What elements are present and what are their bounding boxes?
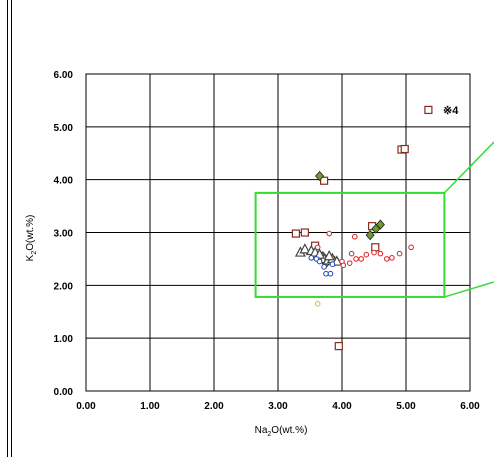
data-point-circle xyxy=(408,244,414,251)
data-point-circle xyxy=(358,256,365,262)
x-tick-label: 5.00 xyxy=(396,401,416,412)
data-point-circle xyxy=(314,244,321,251)
grid-lines xyxy=(86,74,470,391)
y-axis-title: K2O(wt.%) xyxy=(25,215,38,262)
data-point-circle xyxy=(323,270,329,277)
x-tick-label: 1.00 xyxy=(140,401,160,412)
y-tick-label: 1.00 xyxy=(54,334,74,345)
data-point-diamond xyxy=(365,230,375,241)
data-point-circle xyxy=(371,249,377,256)
data-point-circle xyxy=(329,261,336,268)
left-frame-line-outer xyxy=(7,0,8,457)
data-point-circle xyxy=(348,250,355,257)
data-point-circle xyxy=(352,233,358,240)
annotation-note: ※4 xyxy=(443,105,459,117)
data-points xyxy=(291,105,433,351)
data-point-square xyxy=(334,341,343,351)
data-point-circle xyxy=(327,270,334,277)
data-point-diamond xyxy=(371,223,381,234)
y-tick-label: 6.00 xyxy=(54,70,74,81)
data-point-triangle xyxy=(323,249,335,261)
data-point-square xyxy=(371,243,380,252)
data-point-circle xyxy=(384,256,390,262)
y-tick-label: 0.00 xyxy=(54,387,74,398)
data-point-circle xyxy=(353,256,359,262)
tick-labels: 0.00 1.00 2.00 3.00 4.00 5.00 6.00 0.00 1.00 2.00… xyxy=(54,70,481,412)
y-tick-label: 5.00 xyxy=(54,123,74,134)
data-point-circle xyxy=(389,255,395,261)
x-tick-label: 6.00 xyxy=(460,401,480,412)
zoom-leader-line-bottom xyxy=(444,281,494,298)
data-point-square xyxy=(400,144,409,154)
data-point-circle xyxy=(363,251,370,258)
y-tick-label: 2.00 xyxy=(54,281,74,292)
y-tick-label: 4.00 xyxy=(54,176,74,187)
data-point-circle xyxy=(340,262,347,269)
data-point-triangle xyxy=(314,248,326,259)
plot-frame xyxy=(85,73,471,392)
data-point-square xyxy=(424,105,433,115)
x-axis-title: Na2O(wt.%) xyxy=(255,425,308,438)
x-tick-label: 0.00 xyxy=(76,401,96,412)
x-tick-label: 3.00 xyxy=(268,401,288,412)
left-frame-line-inner xyxy=(11,0,12,457)
data-point-circle xyxy=(346,260,353,266)
data-point-circle xyxy=(377,250,384,257)
zoom-leader-line-top xyxy=(443,141,494,194)
data-point-circle xyxy=(314,301,321,307)
data-point-circle xyxy=(308,255,315,261)
data-point-triangle xyxy=(299,243,311,254)
data-point-circle xyxy=(326,230,333,237)
data-point-diamond xyxy=(315,170,325,182)
x-tick-label: 2.00 xyxy=(204,401,224,412)
data-point-circle xyxy=(396,250,403,257)
data-point-circle xyxy=(316,258,323,265)
data-point-square xyxy=(300,228,309,237)
y-tick-label: 3.00 xyxy=(54,229,74,240)
data-point-square xyxy=(319,176,329,185)
x-tick-label: 4.00 xyxy=(332,401,352,412)
data-point-circle xyxy=(321,264,327,270)
zoom-region-box xyxy=(254,191,446,298)
zoom-box-group xyxy=(254,141,494,298)
data-point-square xyxy=(291,229,301,238)
